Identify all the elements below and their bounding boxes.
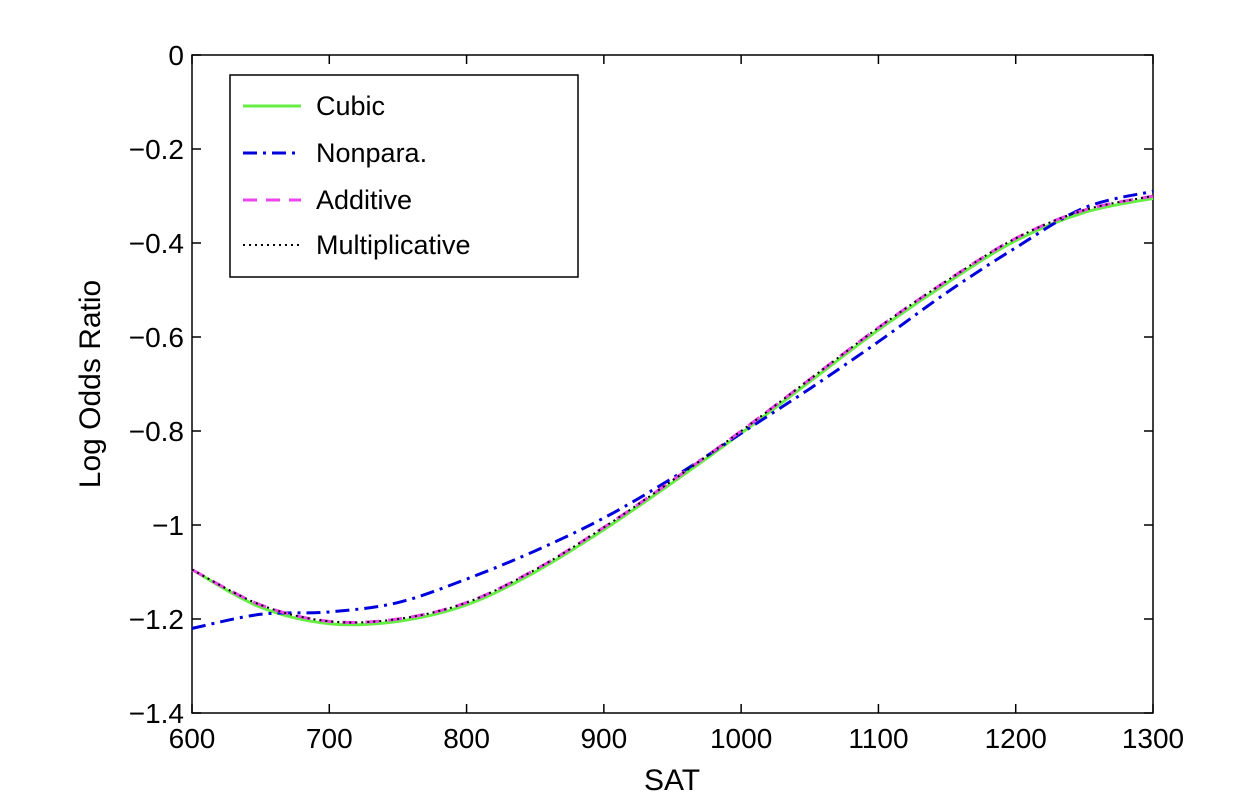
y-tick-label: 0	[168, 40, 184, 71]
y-tick-label: −1.4	[129, 698, 184, 729]
series-line-cubic	[191, 196, 1154, 627]
legend-label: Cubic	[316, 91, 385, 121]
x-tick-label: 1100	[848, 723, 908, 754]
x-tick-label: 800	[443, 723, 490, 754]
x-tick-label: 1300	[1122, 723, 1184, 754]
legend-label: Additive	[316, 185, 412, 215]
x-tick-label: 600	[169, 723, 216, 754]
x-tick-label: 1000	[710, 723, 772, 754]
x-tick-label: 1200	[985, 723, 1047, 754]
y-axis-title: Log Odds Ratio	[74, 280, 107, 488]
x-axis-title: SAT	[644, 764, 700, 797]
legend-box	[229, 74, 579, 278]
series-line-multiplicative	[191, 195, 1154, 624]
y-tick-label: −0.8	[129, 416, 184, 447]
legend-entries: Cubic Nonpara. Additive Multiplicative	[243, 91, 471, 260]
legend-label: Nonpara.	[316, 138, 427, 168]
series-layer	[191, 189, 1154, 630]
legend-label: Multiplicative	[316, 230, 471, 260]
y-tick-label: −1	[152, 510, 184, 541]
y-tick-label: −0.4	[129, 228, 184, 259]
y-tick-label: −0.6	[129, 322, 184, 353]
legend: Cubic Nonpara. Additive Multiplicative	[229, 74, 579, 278]
y-tick-label: −1.2	[129, 604, 184, 635]
ticks-layer: 600 700 800 900 1000 1100 1200 1300 0 −0.2 −0.4 −0.…	[129, 40, 1184, 754]
x-tick-label: 900	[580, 723, 627, 754]
x-tick-label: 700	[306, 723, 353, 754]
y-tick-label: −0.2	[129, 134, 184, 165]
